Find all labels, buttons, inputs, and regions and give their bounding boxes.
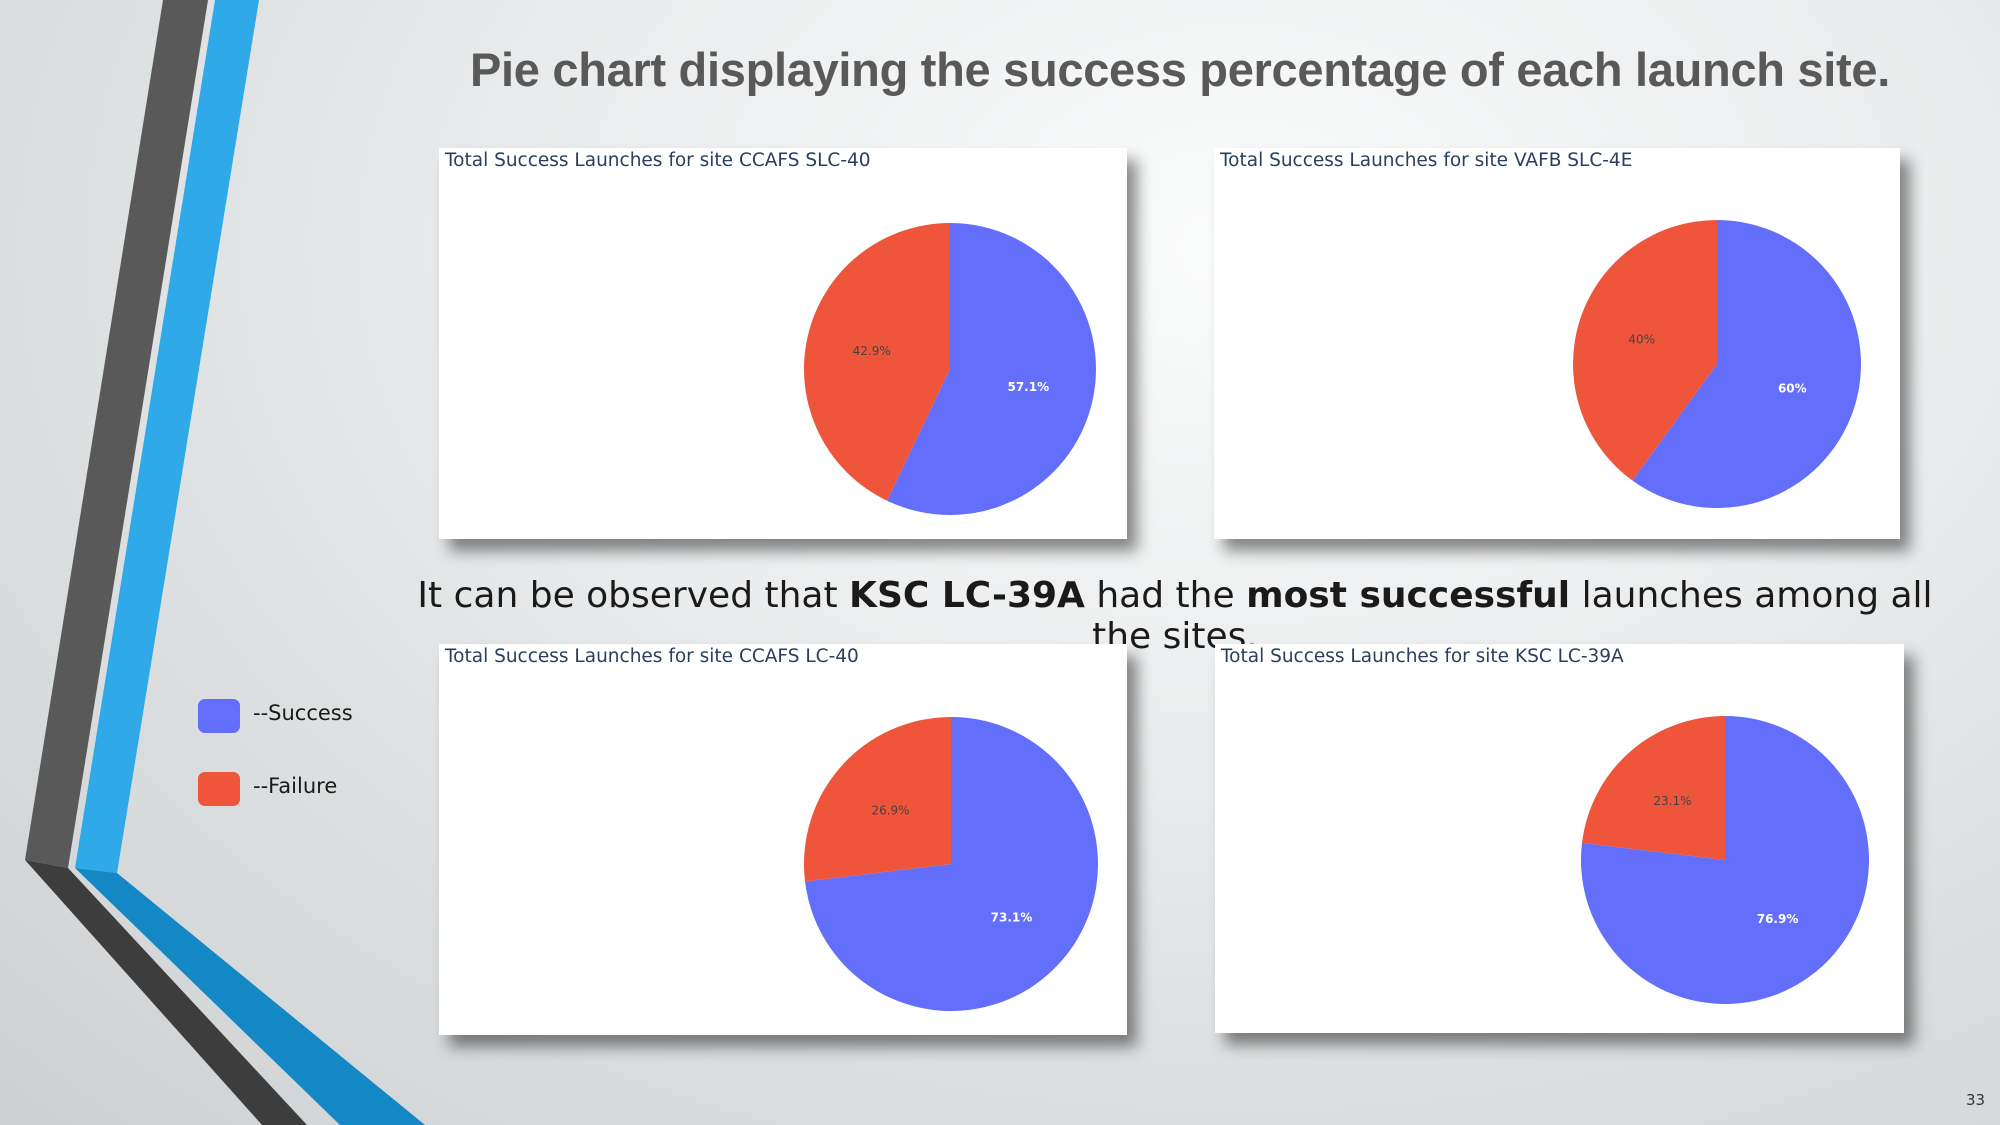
pie-title: Total Success Launches for site CCAFS LC… [445, 646, 859, 667]
observation-part: It can be observed that [417, 575, 850, 616]
pie-slice-success [1632, 220, 1861, 508]
legend-label: --Success [253, 701, 353, 725]
observation-site: KSC LC-39A [849, 575, 1085, 616]
pie-title: Total Success Launches for site KSC LC-3… [1221, 646, 1624, 667]
stripe-blue-diagonal [75, 868, 425, 1125]
stripe-dark-diagonal [25, 860, 307, 1125]
pie-slice-label: 23.1% [1653, 794, 1691, 808]
legend-swatch [198, 699, 240, 733]
pie-slice-label: 73.1% [991, 911, 1033, 925]
observation-emphasis: most successful [1246, 575, 1571, 616]
pie-chart: 60% 40% [1573, 220, 1861, 508]
legend-swatch [198, 772, 240, 806]
pie-chart: 73.1% 26.9% [804, 717, 1098, 1011]
page-number: 33 [1966, 1091, 1986, 1109]
pie-slice-success [805, 717, 1098, 1011]
pie-panel-ccafs-slc-40: Total Success Launches for site CCAFS SL… [439, 148, 1127, 539]
pie-slice-failure [1582, 716, 1725, 860]
pie-slice-success [887, 223, 1096, 515]
pie-chart: 76.9% 23.1% [1581, 716, 1869, 1004]
pie-slice-failure [804, 717, 951, 882]
pie-panel-ccafs-lc-40: Total Success Launches for site CCAFS LC… [439, 644, 1127, 1035]
stripe-blue-vertical [75, 0, 259, 873]
pie-slice-label: 26.9% [871, 803, 909, 817]
pie-slice-failure [804, 223, 950, 501]
pie-slice-failure [1573, 220, 1717, 481]
pie-slice-label: 57.1% [1007, 380, 1049, 394]
pie-slice-label: 40% [1628, 333, 1655, 347]
pie-panel-ksc-lc-39a: Total Success Launches for site KSC LC-3… [1215, 644, 1904, 1033]
legend-label: --Failure [253, 774, 338, 798]
stripe-dark-vertical [25, 0, 208, 868]
pie-panel-vafb-slc-4e: Total Success Launches for site VAFB SLC… [1214, 148, 1900, 539]
pie-slice-label: 76.9% [1757, 912, 1799, 926]
pie-chart: 57.1% 42.9% [804, 223, 1096, 515]
pie-slice-label: 60% [1778, 381, 1807, 395]
pie-title: Total Success Launches for site CCAFS SL… [445, 150, 871, 171]
observation-part: had the [1084, 575, 1247, 616]
pie-title: Total Success Launches for site VAFB SLC… [1220, 150, 1633, 171]
slide-title: Pie chart displaying the success percent… [469, 43, 1891, 96]
pie-slice-label: 42.9% [853, 344, 891, 358]
